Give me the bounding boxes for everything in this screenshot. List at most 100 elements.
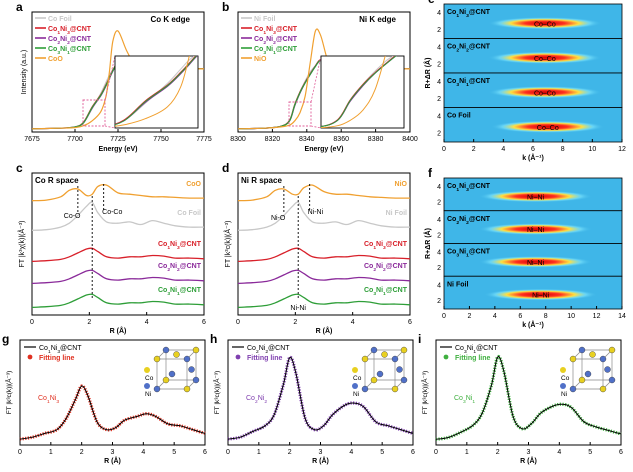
series-d-3 <box>237 269 411 285</box>
legend-ni-atom-g <box>144 383 150 389</box>
strip-label-e: Co2Ni2@CNT <box>447 44 491 54</box>
panel-a-x-tick-label: 7750 <box>153 136 169 143</box>
zoom-connector <box>310 125 322 129</box>
panel-e-x-tick-label: 12 <box>618 146 626 153</box>
strip-bond-f: Ni–Ni <box>527 260 545 267</box>
bond-annotation-c: Co-O <box>64 213 81 220</box>
panel-i-x-tick-label: 3 <box>527 449 531 456</box>
strip-ytick-e: 4 <box>437 10 441 17</box>
panel-b-xlabel: Energy (eV) <box>305 146 344 153</box>
legend-label-b: NiO <box>254 56 267 63</box>
strip-ytick-f: 2 <box>437 200 441 207</box>
panel-h-x-tick-label: 6 <box>411 449 415 456</box>
strip-bond-e: Co–Co <box>534 21 556 28</box>
panel-e-x-tick-label: 10 <box>588 146 596 153</box>
panel-b-x-tick-label: 8300 <box>230 136 246 143</box>
strip-label-f: Ni Foil <box>447 281 468 288</box>
inset-series-b-4 <box>321 56 386 128</box>
legend-co-atom-h <box>352 367 358 373</box>
ni-atom <box>391 355 399 363</box>
curve-label-c: Co1Ni3@CNT <box>158 241 202 251</box>
legend-label-a: Co2Ni2@CNT <box>48 36 92 46</box>
panel-f-x-tick-label: 6 <box>518 313 522 320</box>
panel-label-i: i <box>418 332 421 346</box>
curve-label-d: NiO <box>395 181 408 188</box>
legend-label-a: CoO <box>48 56 63 63</box>
bond-annotation-d: Ni-O <box>271 215 286 222</box>
panel-a-x-tick-label: 7775 <box>196 136 212 143</box>
sample-label-h: Co2Ni2 <box>246 395 267 405</box>
panel-h-ylabel: FT |k³c(k)|(Å⁻³) <box>212 371 221 415</box>
panel-g-x-tick-label: 2 <box>80 449 84 456</box>
legend-marker-g <box>27 354 33 360</box>
inset-series-a-3 <box>115 56 198 126</box>
panel-e-xlabel: k (Å⁻¹) <box>522 153 544 162</box>
crystal-structure-h <box>361 346 408 393</box>
legend-ni-atom-h <box>352 383 358 389</box>
crystal-structure-g <box>153 346 200 393</box>
panel-d-x-tick-label: 0 <box>236 319 240 326</box>
panel-h-x-tick-label: 4 <box>349 449 353 456</box>
ni-atom <box>604 366 611 373</box>
curve-label-d: Co3Ni1@CNT <box>364 287 408 297</box>
panel-i-x-tick-label: 1 <box>465 449 469 456</box>
experimental-line-i <box>435 356 622 440</box>
panel-c-ylabel: FT |k³χ(k)|(Å⁻³) <box>17 220 26 267</box>
curve-label-c: CoO <box>186 181 201 188</box>
series-d-0 <box>237 184 411 202</box>
panel-g-x-tick-label: 4 <box>141 449 145 456</box>
curve-label-c: Co3Ni1@CNT <box>158 287 202 297</box>
wavelet-hotspot-f <box>478 190 593 203</box>
ni-atom <box>599 355 607 363</box>
panel-label-e: e <box>428 0 435 6</box>
curve-label-d: Co2Ni2@CNT <box>364 263 408 273</box>
panel-h-xlabel: R (Å) <box>312 456 329 465</box>
strip-bond-e: Co–Co <box>534 90 556 97</box>
legend-label-b: Co2Ni2@CNT <box>254 36 298 46</box>
panel-i-ylabel: FT |k³c(k)|(Å⁻³) <box>420 371 429 415</box>
co-atom <box>608 346 616 354</box>
panel-g-x-tick-label: 1 <box>49 449 53 456</box>
legend-label-h: Fitting line <box>247 355 282 362</box>
panel-f-x-tick-label: 4 <box>493 313 497 320</box>
panel-e-x-tick-label: 8 <box>561 146 565 153</box>
ni-atom <box>162 346 170 354</box>
strip-ytick-f: 2 <box>437 298 441 305</box>
ni-atom <box>192 376 200 384</box>
inset-curves-b <box>321 56 397 128</box>
panel-label-d: d <box>222 161 229 175</box>
ni-atom <box>578 346 586 354</box>
panel-b-x-tick-label: 8360 <box>333 136 349 143</box>
co-atom <box>370 376 378 384</box>
atom-label-ni-i: Ni <box>561 391 567 398</box>
panel-d-axes <box>237 172 411 316</box>
co-atom <box>162 376 170 384</box>
panel-e-x-tick-label: 0 <box>442 146 446 153</box>
strip-ytick-f: 4 <box>437 184 441 191</box>
panel-d-ylabel: FT |k³c(k)|(Å⁻³) <box>223 221 232 268</box>
legend-label-b: Ni Foil <box>254 16 275 23</box>
panel-g-x-tick-label: 0 <box>18 449 22 456</box>
inset-series-b-3 <box>321 56 397 128</box>
panel-e-x-tick-label: 4 <box>501 146 505 153</box>
panel-h-x-tick-label: 1 <box>257 449 261 456</box>
inset-series-a-4 <box>115 56 190 127</box>
legend-label-a: Co3Ni1@CNT <box>48 46 92 56</box>
strip-ytick-f: 4 <box>437 217 441 224</box>
panel-b-x-tick-label: 8380 <box>368 136 384 143</box>
panel-f-xlabel: k (Å⁻¹) <box>522 320 544 329</box>
strip-bond-e: Co–Co <box>537 125 559 132</box>
strip-ytick-e: 2 <box>437 96 441 103</box>
ni-atom <box>188 366 195 373</box>
panel-f-x-tick-label: 2 <box>467 313 471 320</box>
panel-label-c: c <box>16 161 23 175</box>
legend-label-h: Co2Ni2@CNT <box>247 345 290 355</box>
series-c-1 <box>31 201 205 231</box>
co-atom <box>361 355 369 363</box>
legend-label-a: Co1Ni3@CNT <box>48 26 92 36</box>
panel-d-title: Ni R space <box>241 176 282 185</box>
strip-ytick-f: 2 <box>437 265 441 272</box>
legend-label-g: Fitting line <box>39 355 74 362</box>
